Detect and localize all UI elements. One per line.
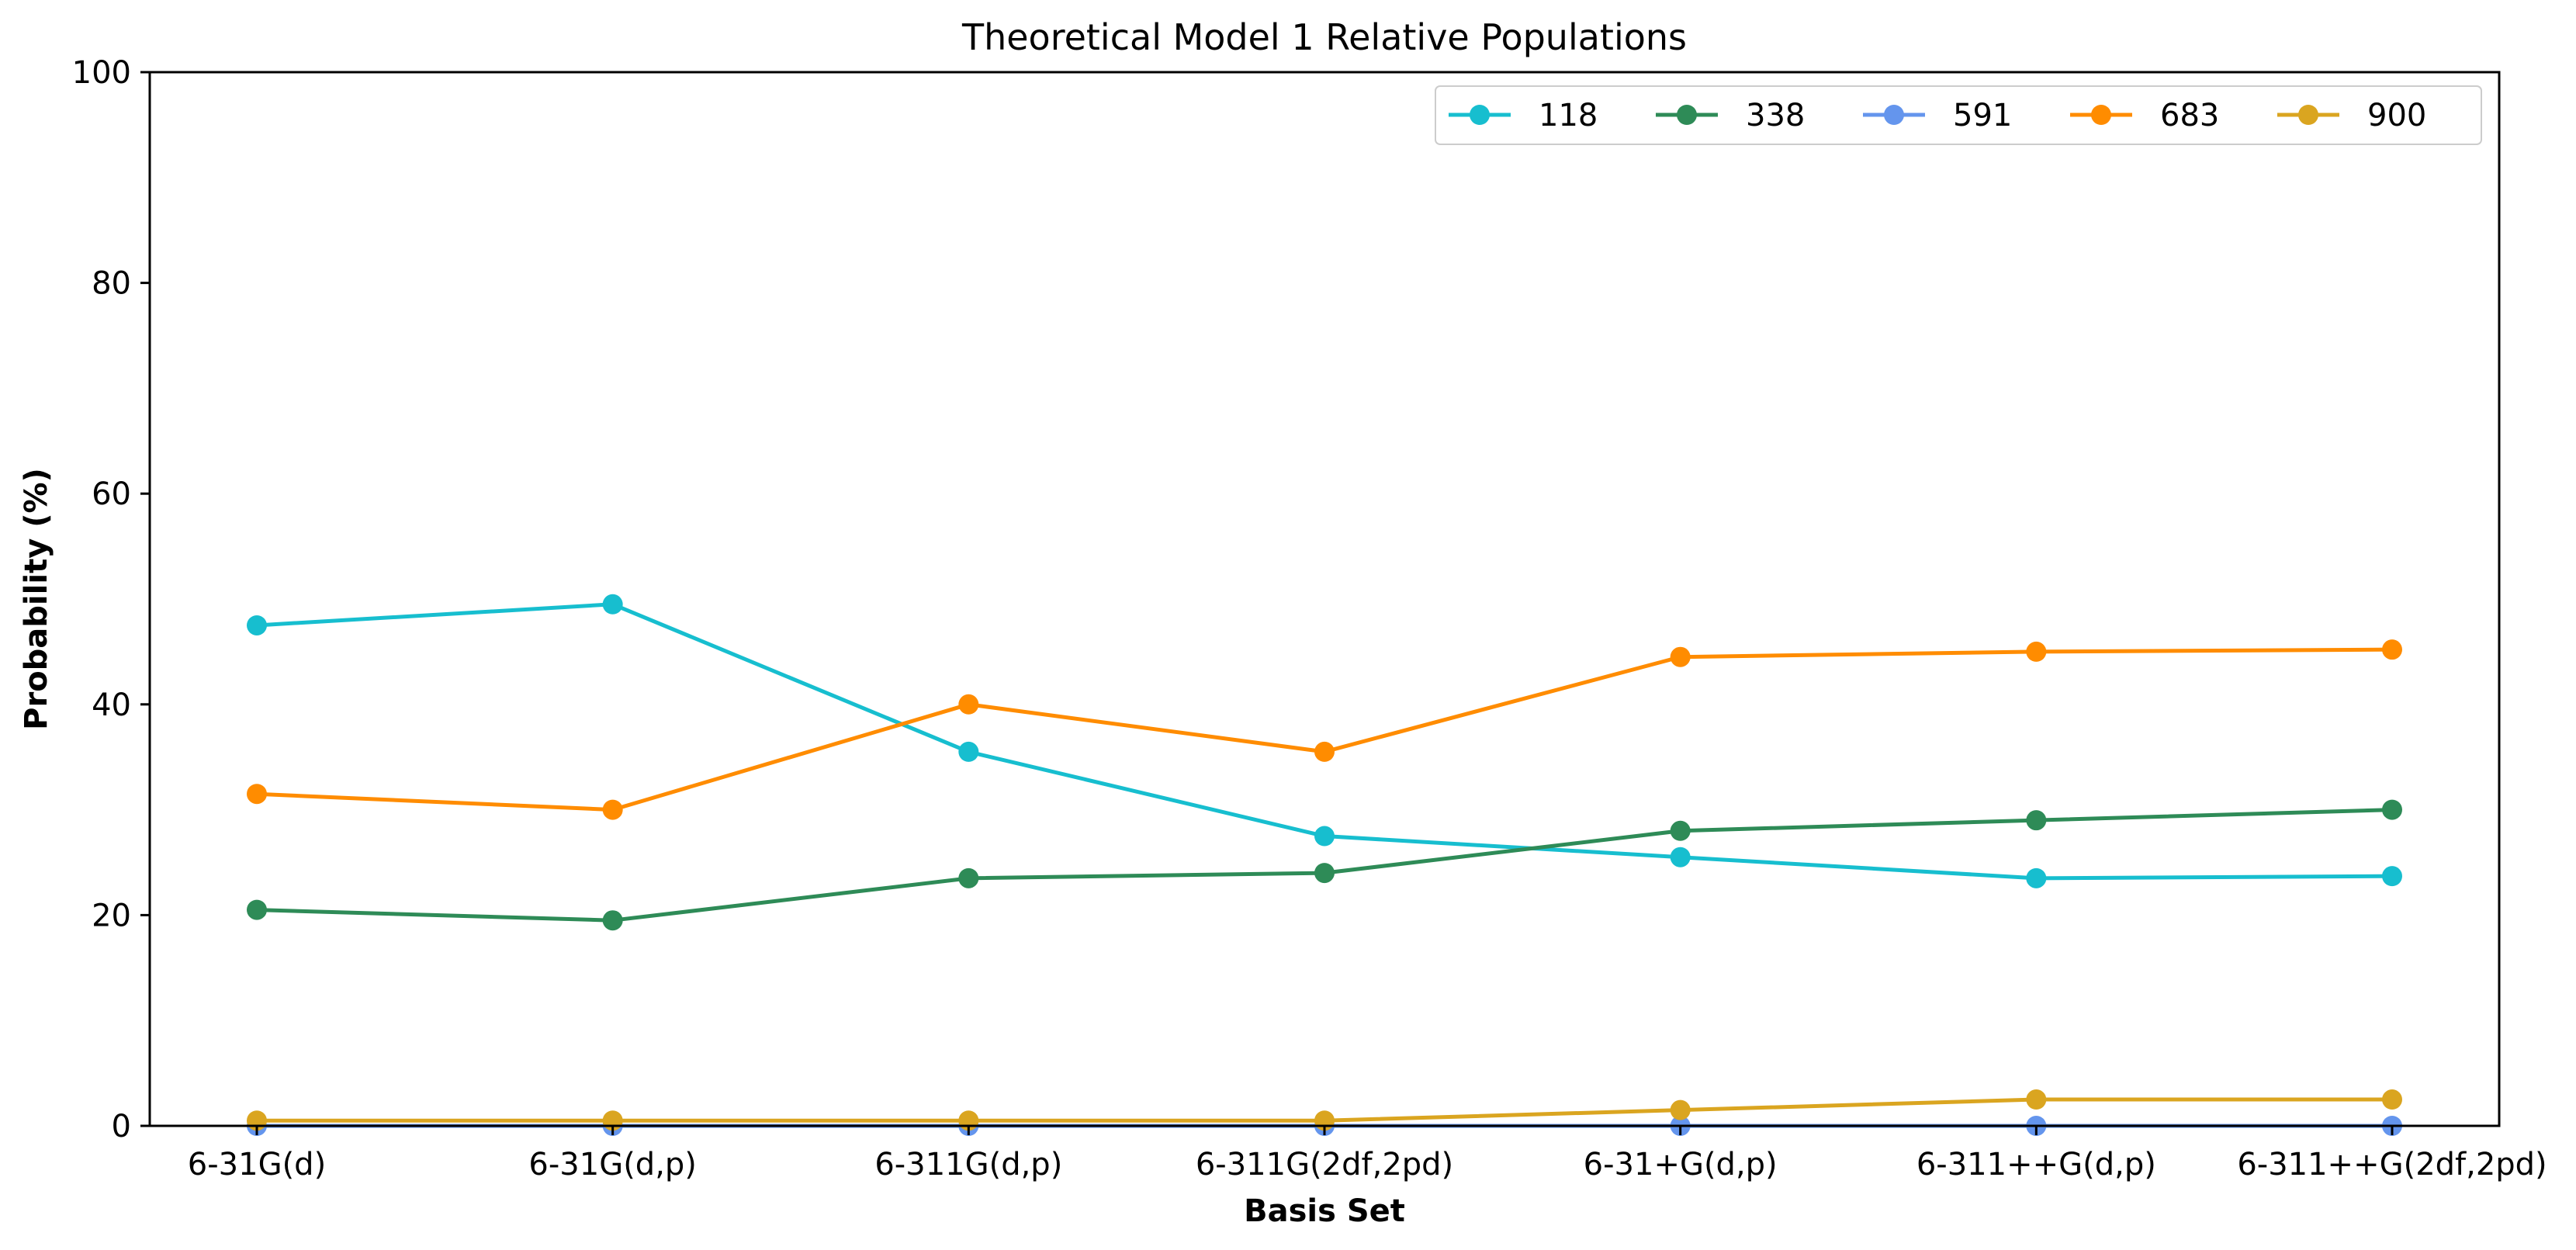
data-point (1314, 741, 1335, 762)
data-point (247, 899, 267, 920)
y-axis: 0 20 40 60 80 100 (72, 55, 150, 1144)
series-line (256, 647, 2393, 812)
legend-marker (1884, 105, 1904, 125)
x-tick-label: 6-311++G(d,p) (1916, 1147, 2156, 1182)
x-axis: 6-31G(d) 6-31G(d,p) 6-311G(d,p) 6-311G(2df,… (188, 1126, 2547, 1182)
y-tick-label: 0 (112, 1109, 131, 1144)
data-point (1670, 820, 1691, 841)
data-point (2382, 1089, 2402, 1110)
legend-entry: 683 (2070, 98, 2219, 133)
data-point (1314, 863, 1335, 884)
series-118 (247, 594, 2402, 888)
data-point (2382, 799, 2402, 820)
plot-area (247, 594, 2402, 1136)
y-tick-label: 80 (92, 266, 131, 302)
x-tick-label: 6-311++G(2df,2pd) (2237, 1147, 2547, 1182)
x-tick-label: 6-311G(d,p) (874, 1147, 1062, 1182)
data-point (602, 799, 623, 820)
legend-entry: 338 (1656, 98, 1805, 133)
data-point (1670, 646, 1691, 667)
data-point (1670, 1099, 1691, 1120)
plot-frame (148, 71, 2501, 1127)
data-point (1670, 847, 1691, 867)
data-point (602, 910, 623, 931)
legend-marker (1470, 105, 1490, 125)
x-tick-label: 6-31+G(d,p) (1584, 1147, 1778, 1182)
data-point (2382, 866, 2402, 887)
data-point (2382, 639, 2402, 660)
data-point (602, 594, 623, 615)
data-point (2026, 1089, 2047, 1110)
legend: 118 338 591 683 900 (1435, 85, 2482, 145)
x-tick-label: 6-31G(d) (188, 1147, 326, 1182)
y-tick-label: 20 (92, 898, 131, 933)
legend-marker (2298, 105, 2318, 125)
legend-label: 591 (1953, 98, 2012, 133)
legend-label: 118 (1539, 98, 1598, 133)
y-tick-label: 60 (92, 476, 131, 512)
data-point (2026, 641, 2047, 662)
legend-marker (2091, 105, 2111, 125)
legend-label: 683 (2160, 98, 2219, 133)
x-tick-label: 6-311G(2df,2pd) (1196, 1147, 1453, 1182)
y-tick-label: 100 (72, 55, 131, 91)
data-point (2026, 867, 2047, 888)
series-338 (247, 799, 2402, 931)
chart-title: Theoretical Model 1 Relative Populations (961, 16, 1687, 58)
legend-entry: 591 (1863, 98, 2012, 133)
x-axis-label: Basis Set (1244, 1193, 1405, 1229)
legend-label: 338 (1746, 98, 1805, 133)
data-point (247, 615, 267, 635)
legend-entry: 118 (1449, 98, 1598, 133)
data-point (958, 867, 979, 888)
series-683 (247, 639, 2402, 820)
legend-label: 900 (2367, 98, 2426, 133)
data-point (247, 784, 267, 805)
data-point (958, 741, 979, 762)
legend-marker (1677, 105, 1697, 125)
y-axis-label: Probability (%) (19, 468, 54, 730)
legend-box (1435, 85, 2482, 145)
data-point (958, 694, 979, 715)
y-tick-label: 40 (92, 687, 131, 723)
x-tick-label: 6-31G(d,p) (528, 1147, 696, 1182)
data-point (2026, 810, 2047, 831)
legend-entry: 900 (2277, 98, 2426, 133)
data-point (1314, 826, 1335, 847)
